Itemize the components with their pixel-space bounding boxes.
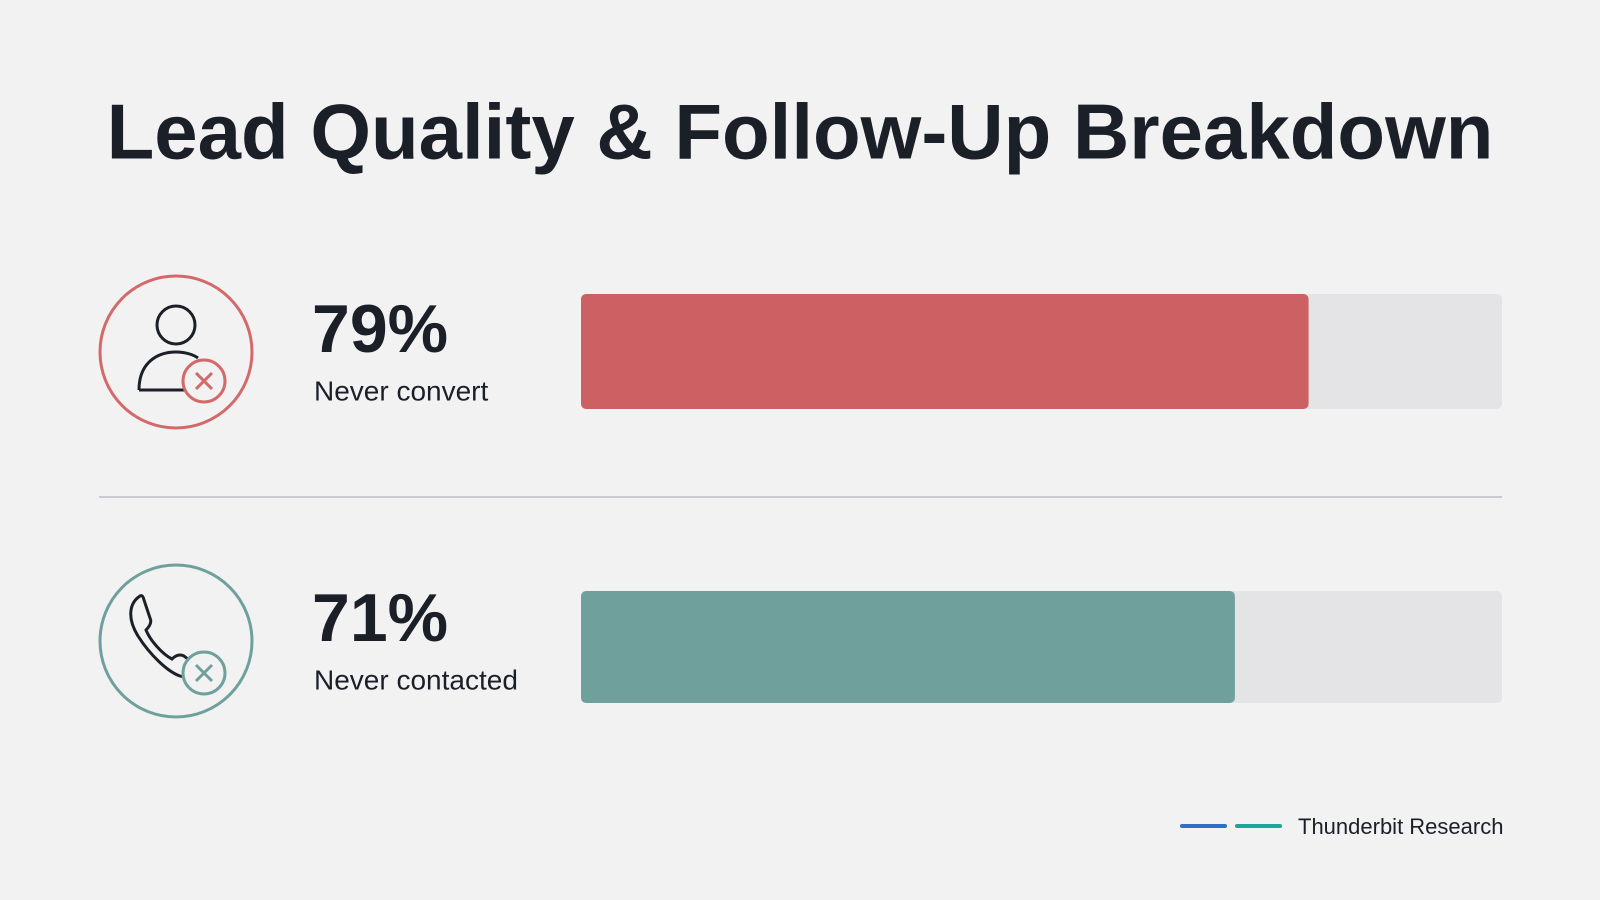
icon-person bbox=[98, 274, 254, 430]
value-label: 79% bbox=[312, 291, 448, 367]
chart-title: Lead Quality & Follow-Up Breakdown bbox=[107, 88, 1494, 176]
value-label: 71% bbox=[312, 580, 448, 656]
bar bbox=[581, 591, 1235, 703]
category-label: Never contacted bbox=[314, 664, 518, 695]
category-label: Never convert bbox=[314, 375, 489, 406]
bar bbox=[581, 294, 1309, 409]
source: Thunderbit Research bbox=[1298, 814, 1503, 839]
icon-phone bbox=[98, 563, 254, 719]
